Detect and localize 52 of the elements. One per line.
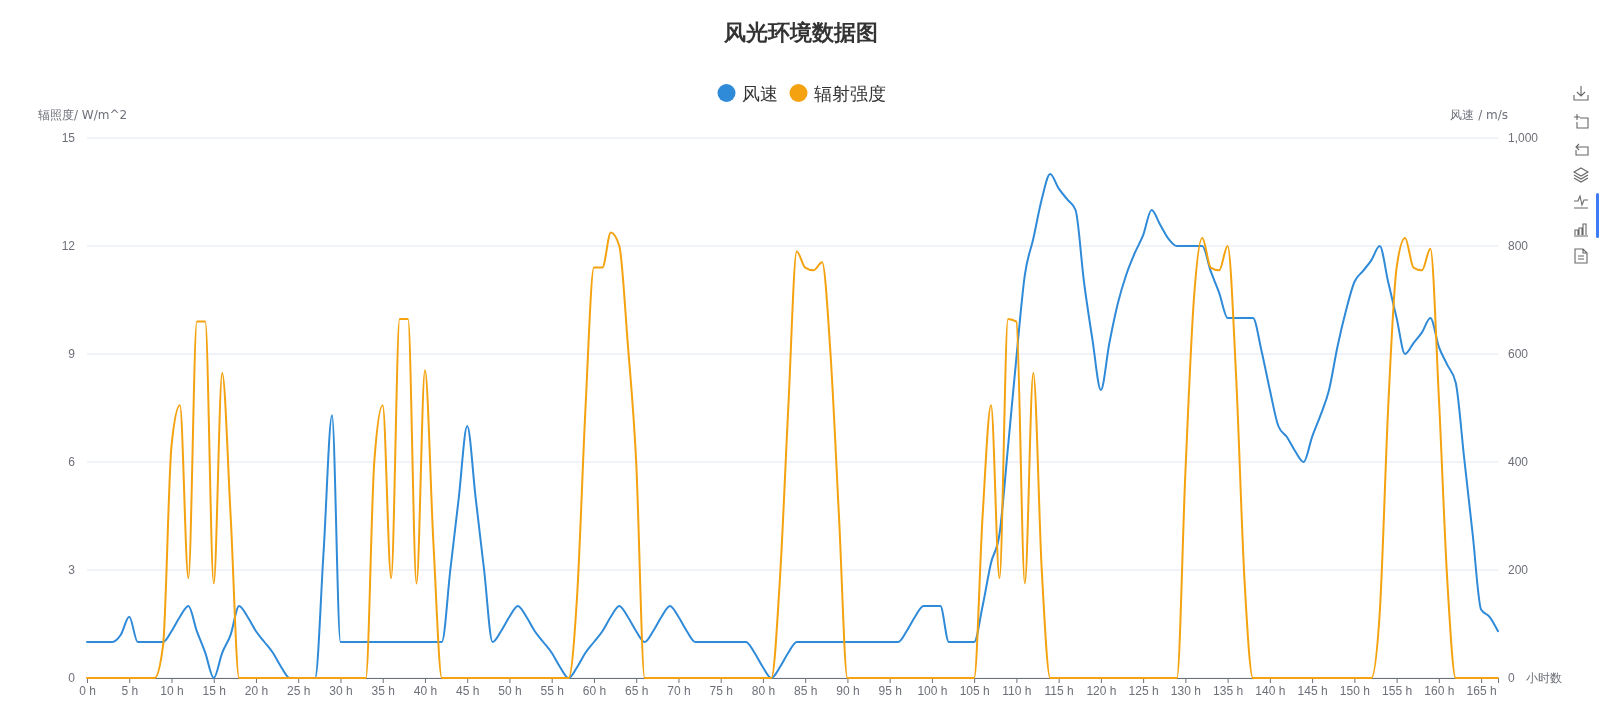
x-tick-label: 30 h xyxy=(329,683,353,698)
x-tick-label: 135 h xyxy=(1213,683,1244,698)
y2-tick-label: 0 xyxy=(1508,671,1515,686)
x-tick-label: 110 h xyxy=(1002,683,1032,698)
x-tick-label: 115 h xyxy=(1044,683,1074,698)
x-tick-label: 25 h xyxy=(287,683,311,698)
x-tick-label: 75 h xyxy=(709,683,733,698)
x-tick-label: 105 h xyxy=(959,683,990,698)
x-tick-label: 165 h xyxy=(1466,683,1497,698)
x-tick-label: 120 h xyxy=(1086,683,1117,698)
y2-tick-label: 1,000 xyxy=(1508,131,1539,146)
x-tick-label: 60 h xyxy=(582,683,607,698)
x-tick-label: 50 h xyxy=(498,683,522,698)
x-tick-label: 5 h xyxy=(121,683,139,698)
y-tick-label: 15 xyxy=(61,131,76,146)
chart-title: 风光环境数据图 xyxy=(722,20,878,45)
x-tick-label: 70 h xyxy=(667,683,691,698)
y2-tick-label: 200 xyxy=(1508,563,1529,578)
x-tick-label: 45 h xyxy=(456,683,480,698)
x-tick-label: 145 h xyxy=(1297,683,1328,698)
x-tick-label: 10 h xyxy=(160,683,184,698)
y-axis-title: 辐照度/ W/m^2 xyxy=(38,108,128,122)
x-tick-label: 80 h xyxy=(751,683,776,698)
x-tick-label: 15 h xyxy=(202,683,226,698)
legend-label: 辐射强度 xyxy=(813,83,886,104)
y-tick-label: 0 xyxy=(68,671,76,686)
x-tick-label: 85 h xyxy=(793,683,818,698)
x-tick-label: 150 h xyxy=(1339,683,1370,698)
y2-tick-label: 400 xyxy=(1508,455,1529,470)
x-tick-label: 0 h xyxy=(79,683,96,698)
x-tick-label: 55 h xyxy=(540,683,564,698)
x-tick-label: 160 h xyxy=(1424,683,1455,698)
x-tick-label: 95 h xyxy=(878,683,902,698)
legend-label: 风速 xyxy=(741,83,778,104)
y-tick-label: 3 xyxy=(68,563,76,578)
y-tick-label: 9 xyxy=(68,347,76,362)
x-axis-title: 小时数 xyxy=(1526,671,1562,685)
x-tick-label: 130 h xyxy=(1170,683,1201,698)
y2-axis-title: 风速 / m/s xyxy=(1450,108,1508,122)
y2-tick-label: 800 xyxy=(1508,239,1529,254)
x-tick-label: 125 h xyxy=(1128,683,1159,698)
x-tick-label: 40 h xyxy=(413,683,438,698)
x-tick-label: 35 h xyxy=(371,683,395,698)
x-tick-label: 90 h xyxy=(836,683,860,698)
x-tick-label: 140 h xyxy=(1255,683,1286,698)
y2-tick-label: 600 xyxy=(1508,347,1529,362)
x-tick-label: 100 h xyxy=(917,683,948,698)
x-tick-label: 155 h xyxy=(1382,683,1413,698)
x-tick-label: 20 h xyxy=(244,683,269,698)
y-tick-label: 12 xyxy=(61,239,76,254)
x-tick-label: 65 h xyxy=(625,683,649,698)
y-tick-label: 6 xyxy=(68,455,76,470)
